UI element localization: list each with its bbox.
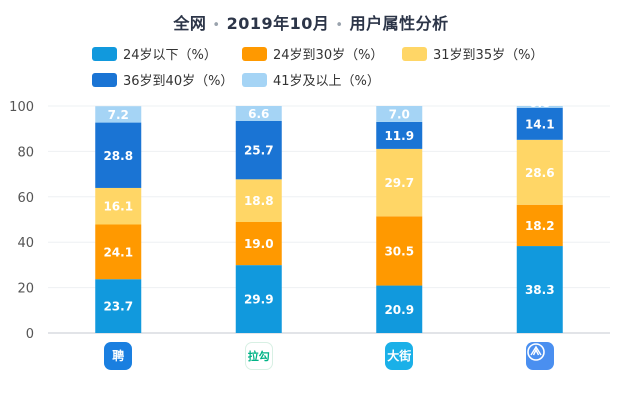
data-label: 25.7	[244, 144, 274, 158]
bar-segment	[95, 106, 142, 123]
legend-item[interactable]: 36岁到40岁（%）	[92, 70, 233, 89]
data-label: 19.0	[244, 237, 274, 251]
legend-swatch	[92, 72, 117, 87]
legend-swatch	[242, 72, 267, 87]
y-tick-label: 20	[17, 282, 34, 297]
shell-app-icon	[525, 342, 554, 370]
data-label: 28.8	[103, 149, 133, 163]
data-label: 14.1	[525, 117, 555, 131]
legend-label: 36岁到40岁（%）	[123, 74, 234, 89]
data-label: 23.7	[103, 300, 133, 314]
bar-segment	[376, 216, 423, 286]
data-label: 38.3	[525, 283, 555, 297]
bar-segment	[516, 246, 563, 333]
bar-segment	[376, 121, 423, 149]
legend-label: 41岁及以上（%）	[273, 74, 380, 89]
data-label: 16.1	[103, 200, 133, 214]
app-icon-text: 大街	[387, 349, 412, 363]
legend-item[interactable]: 41岁及以上（%）	[242, 70, 380, 89]
y-tick-label: 40	[17, 236, 34, 251]
bar-segment	[235, 179, 282, 222]
bar-segment	[95, 187, 142, 225]
legend-item[interactable]: 24岁到30岁（%）	[242, 44, 383, 63]
bar-segment	[235, 221, 282, 266]
y-tick-label: 0	[26, 327, 34, 342]
chart-title: 全网 • 2019年10月 • 用户属性分析	[0, 10, 622, 34]
data-label: 0.8	[529, 96, 550, 110]
data-label: 29.7	[384, 176, 414, 190]
bar-segment	[235, 120, 282, 180]
y-tick-label: 60	[17, 191, 34, 206]
data-label: 29.9	[244, 293, 274, 307]
bar-segment	[95, 279, 142, 333]
legend-item[interactable]: 24岁以下（%）	[92, 44, 217, 63]
data-label: 24.1	[103, 245, 133, 259]
data-label: 7.2	[108, 108, 129, 122]
y-tick-label: 100	[9, 100, 34, 115]
data-label: 18.2	[525, 219, 555, 233]
bar-segment	[516, 107, 563, 140]
data-label: 18.8	[244, 194, 274, 208]
title-period: 2019年10月	[226, 14, 330, 33]
title-separator: •	[212, 18, 221, 33]
y-tick-label: 80	[17, 145, 34, 160]
bar-segment	[376, 106, 423, 122]
bar-segment	[235, 265, 282, 333]
bar-segment	[516, 139, 563, 205]
legend-label: 31岁到35岁（%）	[433, 48, 544, 63]
data-label: 28.6	[525, 166, 555, 180]
bar-segment	[516, 106, 563, 108]
data-label: 11.9	[384, 129, 414, 143]
bar-segment	[95, 122, 142, 188]
bar-segment	[376, 285, 423, 333]
title-region: 全网	[173, 14, 207, 33]
legend-label: 24岁到30岁（%）	[273, 48, 384, 63]
legend-swatch	[92, 46, 117, 61]
legend-swatch	[242, 46, 267, 61]
app-icon-text: 拉勾	[247, 349, 270, 363]
app-icon-text: 聘	[112, 349, 125, 363]
lagou-app-icon: 拉勾	[244, 342, 273, 370]
title-subject: 用户属性分析	[349, 14, 449, 33]
data-label: 30.5	[384, 244, 414, 258]
bar-segment	[235, 106, 282, 121]
dajie-app-icon: 大街	[385, 342, 414, 370]
legend-item[interactable]: 31岁到35岁（%）	[402, 44, 543, 63]
title-separator: •	[335, 18, 344, 33]
data-label: 7.0	[389, 107, 410, 121]
data-label: 20.9	[384, 303, 414, 317]
bar-segment	[516, 204, 563, 247]
legend-swatch	[402, 46, 427, 61]
legend-label: 24岁以下（%）	[123, 48, 217, 63]
bar-segment	[376, 148, 423, 217]
zhaopin-app-icon: 聘	[104, 342, 133, 370]
bar-segment	[95, 224, 142, 280]
shell-glyph	[526, 343, 545, 361]
data-label: 6.6	[248, 107, 269, 121]
